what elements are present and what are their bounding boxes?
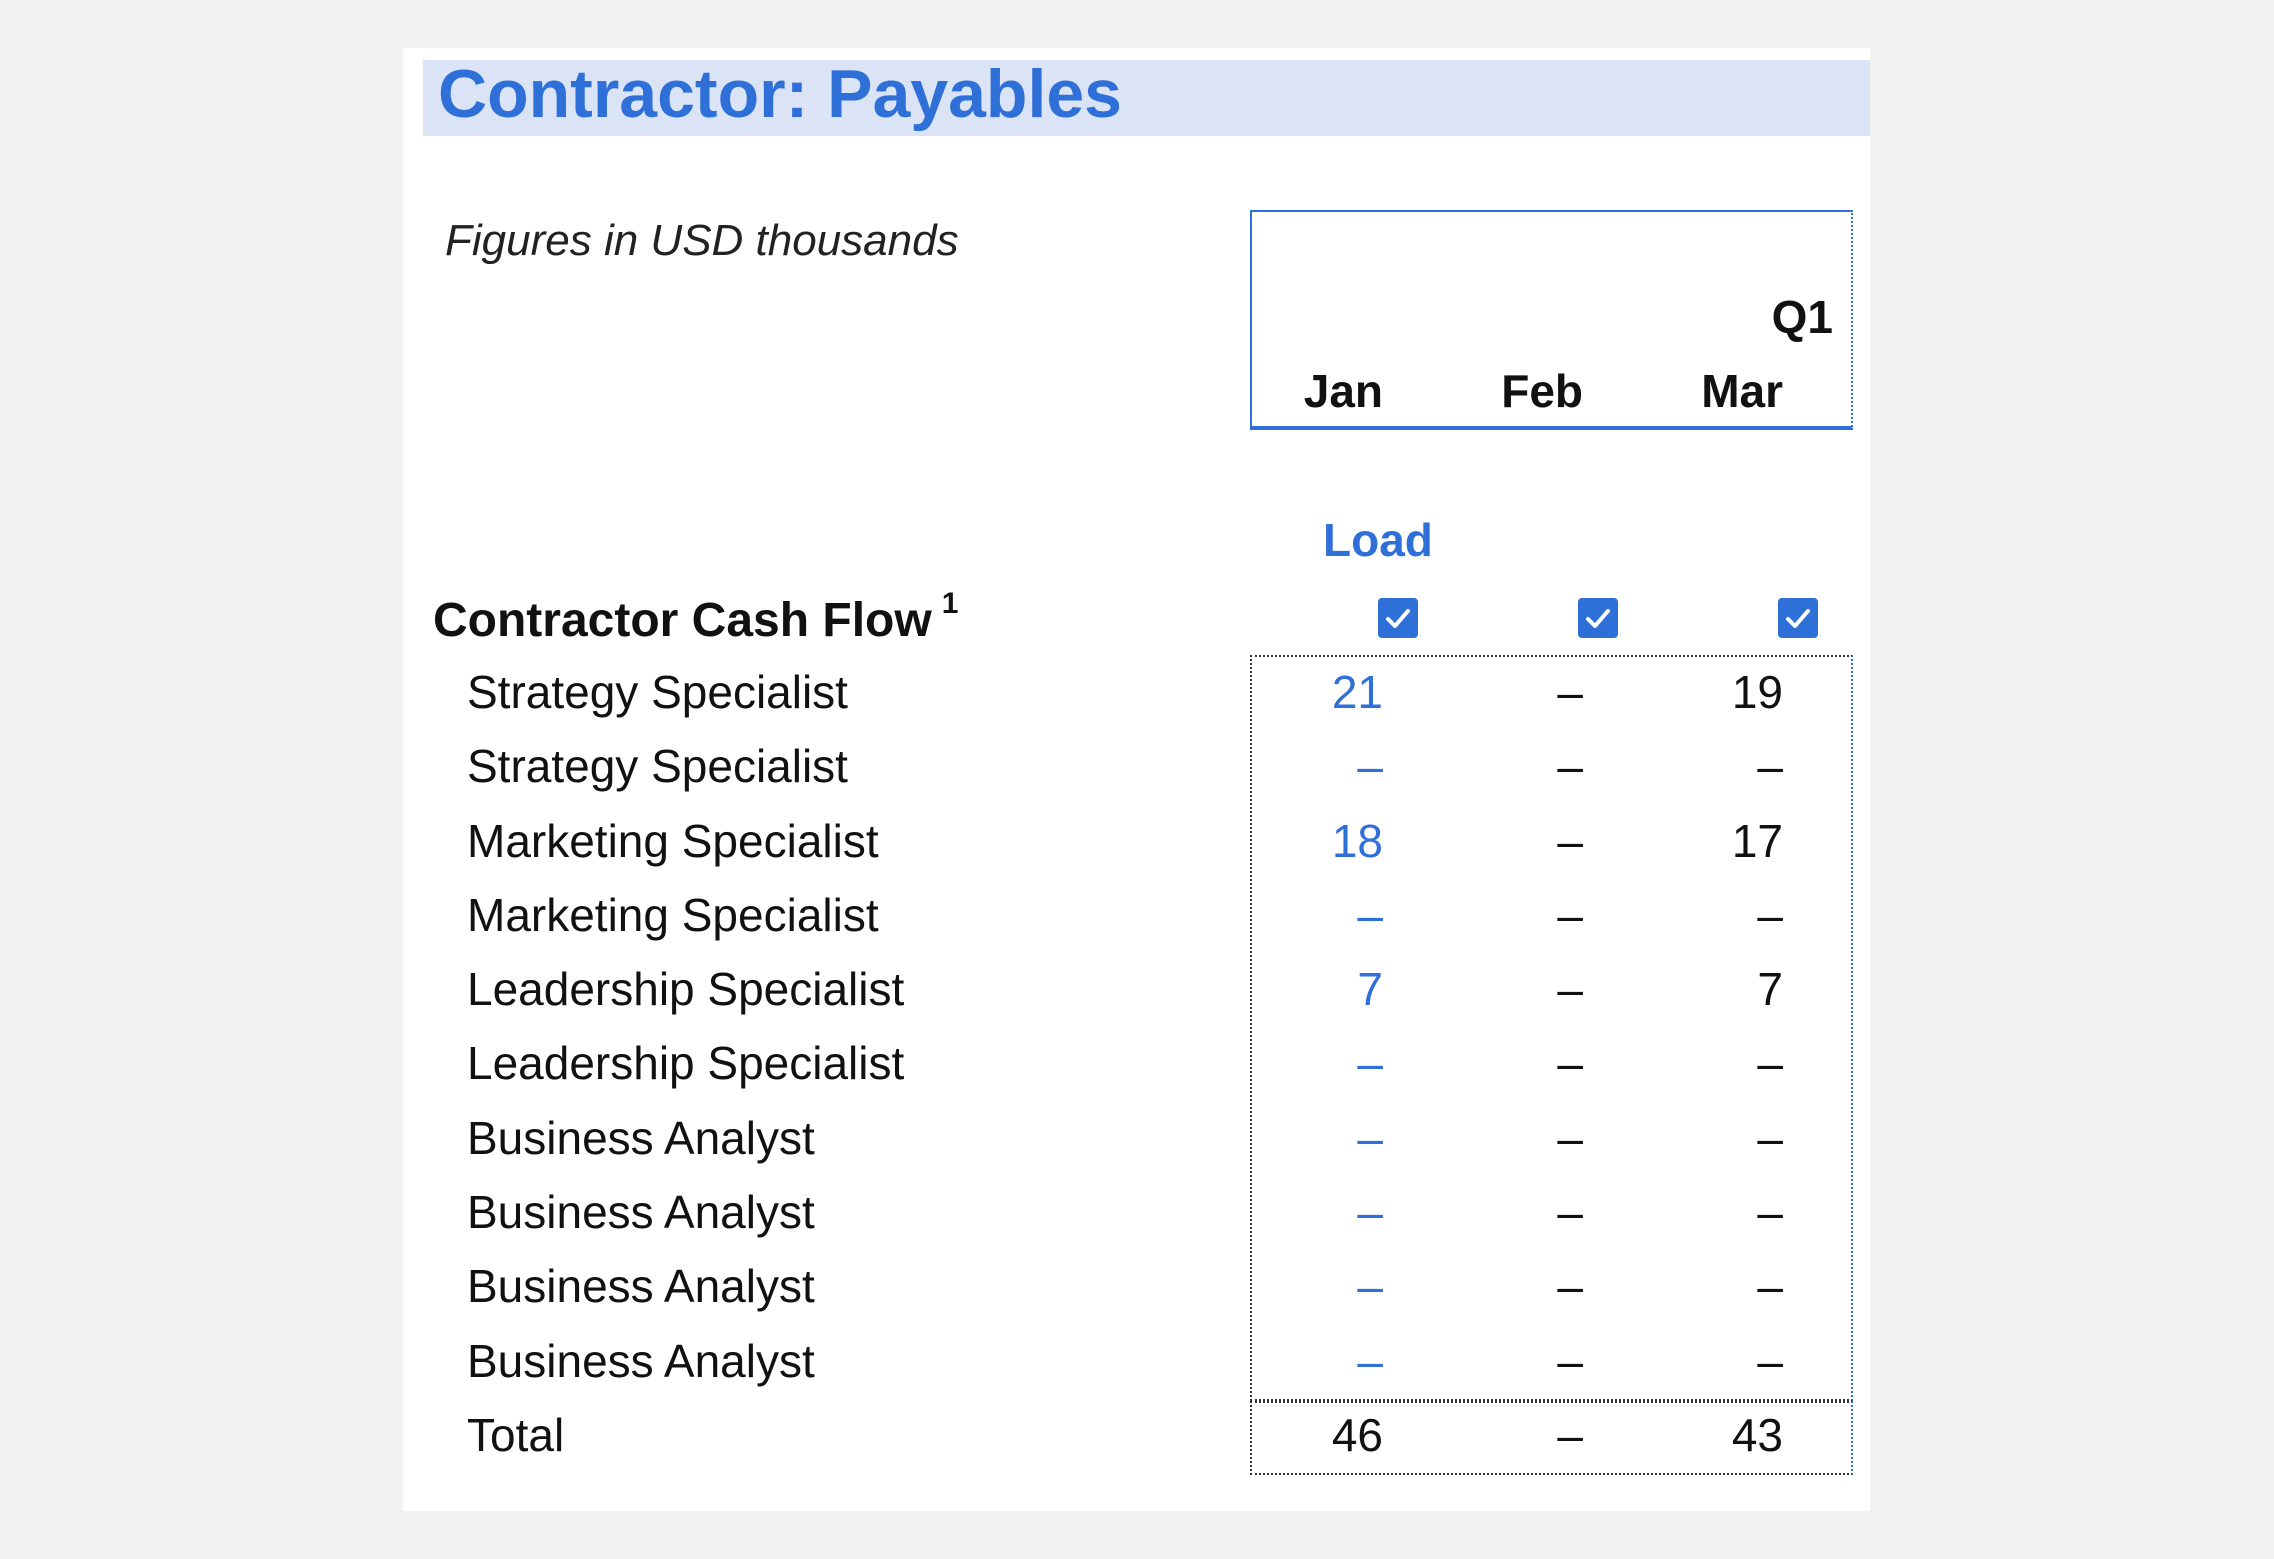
- checkmark-icon: [1586, 609, 1610, 628]
- cell-feb[interactable]: –: [1557, 740, 1583, 792]
- section-title: Contractor Cash Flow 1: [433, 587, 958, 648]
- row-label: Business Analyst: [467, 1260, 815, 1312]
- page-title: Contractor: Payables: [438, 56, 1122, 132]
- total-cell-jan[interactable]: 46: [1331, 1409, 1383, 1461]
- cell-jan[interactable]: –: [1357, 1037, 1383, 1089]
- row-label: Business Analyst: [467, 1186, 815, 1238]
- checkmark-icon: [1786, 609, 1810, 628]
- data-range-box: [1250, 655, 1853, 1401]
- row-label: Business Analyst: [467, 1335, 815, 1387]
- cell-jan[interactable]: 7: [1357, 963, 1383, 1015]
- row-label: Leadership Specialist: [467, 1037, 905, 1089]
- units-note: Figures in USD thousands: [445, 216, 959, 265]
- cell-jan[interactable]: 18: [1331, 815, 1383, 867]
- cell-feb[interactable]: –: [1557, 1260, 1583, 1312]
- cell-mar[interactable]: –: [1757, 1037, 1783, 1089]
- cell-jan[interactable]: –: [1357, 740, 1383, 792]
- checkmark-icon: [1386, 609, 1410, 628]
- month-header-jan[interactable]: Jan: [1303, 365, 1383, 417]
- cell-mar[interactable]: –: [1757, 1112, 1783, 1164]
- cell-feb[interactable]: –: [1557, 963, 1583, 1015]
- cell-feb[interactable]: –: [1557, 1037, 1583, 1089]
- quarter-label: Q1: [1771, 291, 1833, 343]
- footnote-marker: 1: [941, 587, 959, 620]
- row-label: Marketing Specialist: [467, 815, 879, 867]
- total-cell-mar[interactable]: 43: [1731, 1409, 1783, 1461]
- cell-mar[interactable]: –: [1757, 1335, 1783, 1387]
- cell-feb[interactable]: –: [1557, 1335, 1583, 1387]
- cell-feb[interactable]: –: [1557, 815, 1583, 867]
- cell-jan[interactable]: –: [1357, 1186, 1383, 1238]
- total-range-box: [1250, 1401, 1853, 1475]
- load-label: Load: [1323, 514, 1433, 566]
- load-checkbox-mar[interactable]: [1778, 598, 1818, 638]
- cell-feb[interactable]: –: [1557, 1186, 1583, 1238]
- row-label: Strategy Specialist: [467, 740, 848, 792]
- row-label: Business Analyst: [467, 1112, 815, 1164]
- cell-mar[interactable]: 17: [1731, 815, 1783, 867]
- cell-feb[interactable]: –: [1557, 1112, 1583, 1164]
- title-band: [423, 60, 1870, 136]
- cell-mar[interactable]: 7: [1757, 963, 1783, 1015]
- section-title-text: Contractor Cash Flow: [433, 594, 932, 647]
- total-label: Total: [467, 1409, 565, 1461]
- cell-mar[interactable]: –: [1757, 889, 1783, 941]
- cell-mar[interactable]: 19: [1731, 666, 1783, 718]
- cell-jan[interactable]: –: [1357, 1112, 1383, 1164]
- load-checkbox-jan[interactable]: [1378, 598, 1418, 638]
- cell-mar[interactable]: –: [1757, 1186, 1783, 1238]
- month-header-box[interactable]: [1250, 210, 1853, 430]
- cell-jan[interactable]: –: [1357, 1335, 1383, 1387]
- row-label: Marketing Specialist: [467, 889, 879, 941]
- row-label: Strategy Specialist: [467, 666, 848, 718]
- month-header-feb[interactable]: Feb: [1501, 365, 1583, 417]
- cell-feb[interactable]: –: [1557, 666, 1583, 718]
- cell-mar[interactable]: –: [1757, 740, 1783, 792]
- spreadsheet-sheet: Contractor: Payables Figures in USD thou…: [403, 48, 1870, 1511]
- month-header-mar[interactable]: Mar: [1701, 365, 1783, 417]
- cell-jan[interactable]: 21: [1331, 666, 1383, 718]
- cell-jan[interactable]: –: [1357, 1260, 1383, 1312]
- cell-jan[interactable]: –: [1357, 889, 1383, 941]
- row-label: Leadership Specialist: [467, 963, 905, 1015]
- cell-mar[interactable]: –: [1757, 1260, 1783, 1312]
- total-cell-feb[interactable]: –: [1557, 1409, 1583, 1461]
- cell-feb[interactable]: –: [1557, 889, 1583, 941]
- load-checkbox-feb[interactable]: [1578, 598, 1618, 638]
